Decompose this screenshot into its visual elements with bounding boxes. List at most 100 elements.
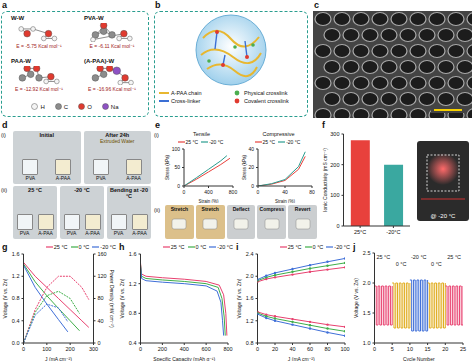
svg-text:100: 100 [172,146,181,152]
svg-text:0.0: 0.0 [12,340,20,346]
html-text:W-W: W-W [11,15,25,21]
html-text:b: b [155,0,161,10]
svg-text:0 °C: 0 °C [431,261,442,267]
svg-text:400: 400 [204,189,213,195]
svg-text:300: 300 [89,346,98,352]
html-text:A-PAA: A-PAA [55,175,71,181]
svg-text:0: 0 [257,189,260,195]
svg-text:100: 100 [340,346,349,352]
html-text:Cross-linker: Cross-linker [171,98,201,104]
html-text:(A-PAA)-W: (A-PAA)-W [84,58,115,64]
html-text:A-PAA chain: A-PAA chain [171,90,202,96]
svg-text:2.4: 2.4 [246,251,254,257]
html-text:PVA: PVA [25,175,36,181]
svg-text:Stress (kPa): Stress (kPa) [165,155,170,180]
svg-text:-20°C: -20°C [386,229,400,235]
svg-text:80: 80 [309,189,315,195]
svg-text:50: 50 [174,164,180,170]
svg-text:J (mA cm⁻²): J (mA cm⁻²) [45,356,72,361]
svg-text:Voltage (V vs. Zn): Voltage (V vs. Zn) [236,278,242,318]
svg-text:40: 40 [248,146,254,152]
svg-text:40: 40 [289,346,295,352]
html-text:PAA-W: PAA-W [11,58,31,64]
html-text:Na: Na [110,103,119,110]
svg-text:40: 40 [98,318,104,324]
svg-text:20: 20 [248,164,254,170]
svg-text:0.8: 0.8 [246,340,254,346]
svg-text:600: 600 [202,346,211,352]
svg-text:200: 200 [66,346,75,352]
svg-text:1.0: 1.0 [363,340,371,346]
svg-text:Power Density (mW cm⁻²): Power Density (mW cm⁻²) [109,269,115,328]
svg-text:0.8: 0.8 [129,310,137,316]
svg-text:Ionic Conductivity (mS cm⁻¹): Ionic Conductivity (mS cm⁻¹) [322,148,328,212]
svg-text:0: 0 [98,340,101,346]
svg-text:1.2: 1.2 [129,281,137,287]
svg-text:Voltage (V vs. Zn): Voltage (V vs. Zn) [119,278,125,318]
svg-text:J (mA cm⁻²): J (mA cm⁻²) [288,356,315,361]
svg-text:1.6: 1.6 [12,251,20,257]
svg-text:100: 100 [42,346,51,352]
svg-text:0.4: 0.4 [12,318,20,324]
svg-text:800: 800 [229,189,238,195]
svg-text:160: 160 [98,251,107,257]
svg-text:25 °C: 25 °C [447,254,461,260]
html-text:PVA-W: PVA-W [84,15,104,21]
svg-text:25°C: 25°C [354,229,366,235]
svg-text:10: 10 [407,346,413,352]
svg-text:300: 300 [330,131,339,137]
svg-text:40: 40 [282,189,288,195]
svg-text:Voltage (V vs. Zn): Voltage (V vs. Zn) [2,278,8,318]
html-text:Initial: Initial [39,132,54,138]
svg-text:Stress (kPa): Stress (kPa) [242,155,247,180]
svg-text:400: 400 [180,346,189,352]
svg-text:Strain (%): Strain (%) [198,199,219,203]
svg-text:1.6: 1.6 [129,251,137,257]
svg-text:100: 100 [330,192,339,198]
svg-text:2.5: 2.5 [363,250,371,256]
html-text:E = -5.75 Kcal mol⁻¹: E = -5.75 Kcal mol⁻¹ [16,43,62,49]
svg-text:Strain (%): Strain (%) [275,199,296,203]
svg-text:20: 20 [442,346,448,352]
svg-text:-20 °C: -20 °C [411,254,427,260]
svg-text:1.5: 1.5 [363,310,371,316]
html-text:E = -6.11 Kcal mol⁻¹: E = -6.11 Kcal mol⁻¹ [89,43,135,49]
svg-text:25 °C: 25 °C [376,254,390,260]
html-text:E = -12.92 Kcal mol⁻¹: E = -12.92 Kcal mol⁻¹ [15,86,63,92]
svg-text:15: 15 [425,346,431,352]
svg-text:0: 0 [251,183,254,189]
svg-text:80: 80 [98,295,104,301]
svg-text:0: 0 [373,346,376,352]
svg-text:Specific Capacity (mAh g⁻¹): Specific Capacity (mAh g⁻¹) [153,356,215,361]
svg-text:1.6: 1.6 [246,295,254,301]
svg-text:800: 800 [223,346,232,352]
svg-text:120: 120 [98,273,107,279]
svg-text:0: 0 [139,346,142,352]
svg-text:2.0: 2.0 [246,273,254,279]
svg-text:0.8: 0.8 [12,295,20,301]
html-text:C: C [63,103,69,110]
html-text:E = -16.96 Kcal mol⁻¹: E = -16.96 Kcal mol⁻¹ [88,86,136,92]
html-text:Covalent crosslink: Covalent crosslink [244,98,289,104]
svg-text:0.4: 0.4 [129,340,137,346]
svg-text:Cycle Number: Cycle Number [403,356,435,361]
svg-text:0: 0 [256,346,259,352]
svg-text:0: 0 [183,189,186,195]
svg-text:200: 200 [158,346,167,352]
svg-text:1.2: 1.2 [12,273,20,279]
html-text:Physical crosslink: Physical crosslink [244,90,288,96]
svg-text:60: 60 [307,346,313,352]
svg-text:5: 5 [391,346,394,352]
svg-text:0: 0 [22,346,25,352]
svg-text:0: 0 [336,223,339,229]
svg-text:Voltage (V vs. Zn): Voltage (V vs. Zn) [353,278,359,318]
svg-text:20: 20 [272,346,278,352]
svg-text:80: 80 [324,346,330,352]
svg-text:0: 0 [177,183,180,189]
svg-text:0 °C: 0 °C [396,261,407,267]
svg-text:2.0: 2.0 [363,280,371,286]
svg-text:1.2: 1.2 [246,318,254,324]
html-text:Bending at -20 °C: Bending at -20 °C [110,187,148,199]
svg-text:200: 200 [330,162,339,168]
svg-text:25: 25 [460,346,466,352]
